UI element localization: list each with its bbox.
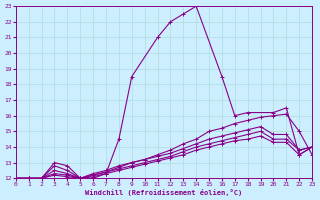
X-axis label: Windchill (Refroidissement éolien,°C): Windchill (Refroidissement éolien,°C) bbox=[85, 189, 243, 196]
